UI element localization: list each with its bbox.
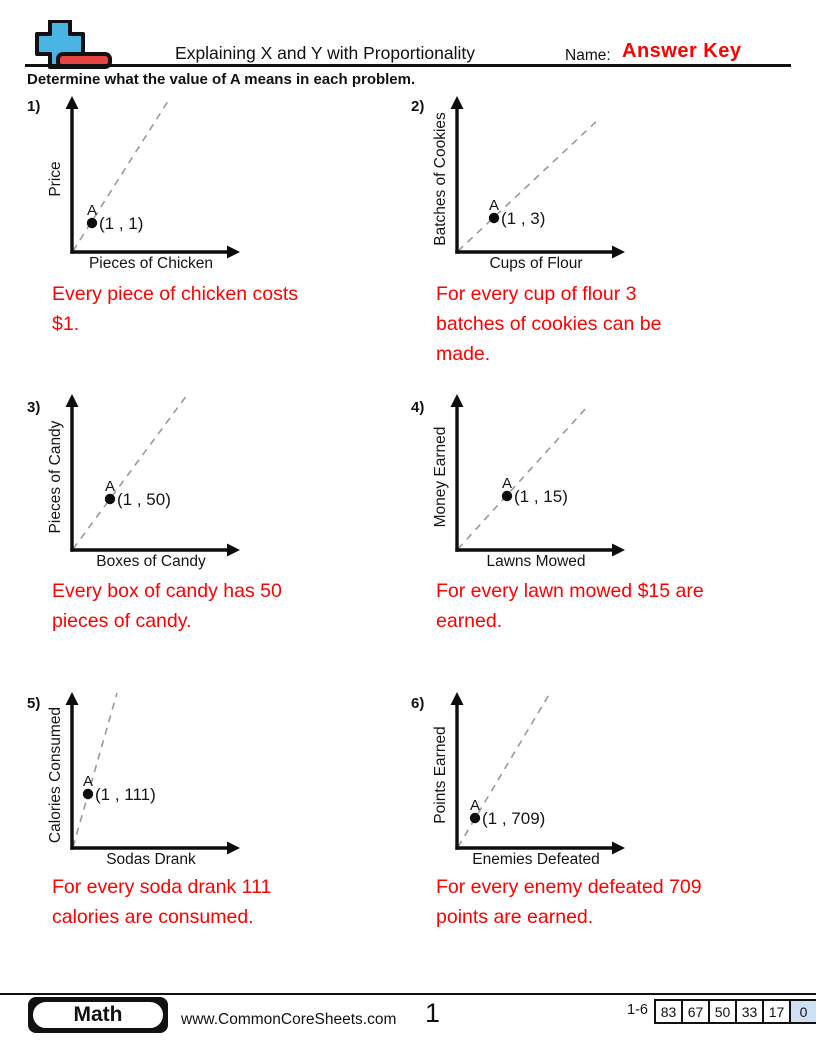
score-cell: 67 xyxy=(681,1001,708,1022)
x-axis-label: Sodas Drank xyxy=(106,851,196,868)
answer-line: For every lawn mowed $15 are xyxy=(436,580,704,602)
score-cell: 33 xyxy=(735,1001,762,1022)
problem-5-number: 5) xyxy=(27,695,41,712)
problem-2-answer: For every cup of flour 3 batches of cook… xyxy=(436,279,661,369)
x-axis-label: Enemies Defeated xyxy=(472,851,600,868)
commoncoresheets-logo xyxy=(35,20,112,69)
answer-line: batches of cookies can be xyxy=(436,313,662,335)
problem-2-graph: A (1 , 3) Batches of Cookies Cups of Flo… xyxy=(432,96,625,272)
x-axis-arrow-icon xyxy=(612,841,625,855)
score-range-label: 1-6 xyxy=(627,1002,648,1018)
x-axis-arrow-icon xyxy=(612,245,625,259)
website-link[interactable]: www.CommonCoreSheets.com xyxy=(181,1011,397,1028)
point-a-coordinates: (1 , 50) xyxy=(117,490,171,509)
point-a-dot xyxy=(82,788,94,800)
proportional-dashed-line xyxy=(457,117,601,252)
problem-6-answer: For every enemy defeated 709 points are … xyxy=(436,872,702,932)
answer-line: pieces of candy. xyxy=(52,610,192,632)
answer-line: calories are consumed. xyxy=(52,906,254,928)
problem-6-number: 6) xyxy=(411,695,425,712)
y-axis-label: Points Earned xyxy=(432,726,449,823)
point-a-label: A xyxy=(502,475,512,492)
y-axis-arrow-icon xyxy=(65,96,79,109)
x-axis-arrow-icon xyxy=(227,841,240,855)
proportional-dashed-line xyxy=(457,405,589,550)
header-divider xyxy=(25,64,791,67)
score-table: 83 67 50 33 17 0 xyxy=(654,999,816,1024)
problem-3-number: 3) xyxy=(27,399,41,416)
problem-2-number: 2) xyxy=(411,98,425,115)
answer-line: For every enemy defeated 709 xyxy=(436,876,702,898)
problem-4-number: 4) xyxy=(411,399,425,416)
answer-key-text: Answer Key xyxy=(622,40,742,62)
x-axis-arrow-icon xyxy=(227,245,240,259)
answer-line: points are earned. xyxy=(436,906,594,928)
x-axis-label: Pieces of Chicken xyxy=(89,255,213,272)
footer-divider xyxy=(0,993,816,995)
y-axis-label: Batches of Cookies xyxy=(432,112,449,246)
problem-4-answer: For every lawn mowed $15 are earned. xyxy=(436,576,704,636)
point-a-label: A xyxy=(470,797,480,814)
answer-line: For every cup of flour 3 xyxy=(436,283,637,305)
y-axis-label: Price xyxy=(47,161,64,196)
point-a-dot xyxy=(104,493,116,505)
point-a-coordinates: (1 , 3) xyxy=(501,209,545,228)
y-axis-label: Pieces of Candy xyxy=(47,420,64,533)
y-axis-arrow-icon xyxy=(65,394,79,407)
x-axis-arrow-icon xyxy=(612,543,625,557)
point-a-coordinates: (1 , 15) xyxy=(514,487,568,506)
name-label: Name: xyxy=(565,47,611,64)
page-title: Explaining X and Y with Proportionality xyxy=(175,43,475,63)
y-axis-label: Money Earned xyxy=(432,427,449,528)
point-a-coordinates: (1 , 709) xyxy=(482,809,545,828)
instruction-text: Determine what the value of A means in e… xyxy=(27,71,416,88)
problem-4-graph: A (1 , 15) Money Earned Lawns Mowed xyxy=(432,394,625,570)
answer-line: earned. xyxy=(436,610,503,632)
problem-3-answer: Every box of candy has 50 pieces of cand… xyxy=(52,576,282,636)
point-a-label: A xyxy=(83,773,93,790)
y-axis-arrow-icon xyxy=(65,692,79,705)
point-a-label: A xyxy=(105,478,115,495)
problem-6-graph: A (1 , 709) Points Earned Enemies Defeat… xyxy=(432,692,625,868)
point-a-label: A xyxy=(87,202,97,219)
point-a-coordinates: (1 , 111) xyxy=(95,785,156,804)
score-cell: 17 xyxy=(762,1001,789,1022)
point-a-label: A xyxy=(489,197,499,214)
math-subject-badge: Math xyxy=(28,997,168,1033)
answer-line: Every box of candy has 50 xyxy=(52,580,282,602)
score-cell: 83 xyxy=(656,1001,681,1022)
score-cell: 50 xyxy=(708,1001,735,1022)
x-axis-label: Cups of Flour xyxy=(489,255,582,272)
x-axis-label: Lawns Mowed xyxy=(486,553,585,570)
point-a-dot xyxy=(86,217,98,229)
point-a-coordinates: (1 , 1) xyxy=(99,214,143,233)
y-axis-arrow-icon xyxy=(450,692,464,705)
point-a-dot xyxy=(488,212,500,224)
minus-icon xyxy=(56,52,112,69)
x-axis-arrow-icon xyxy=(227,543,240,557)
problem-3-graph: A (1 , 50) Pieces of Candy Boxes of Cand… xyxy=(47,394,240,570)
problem-1-graph: A (1 , 1) Price Pieces of Chicken xyxy=(47,96,240,272)
answer-line: For every soda drank 111 xyxy=(52,876,272,898)
point-a-dot xyxy=(501,490,513,502)
proportional-dashed-line xyxy=(72,394,188,550)
y-axis-arrow-icon xyxy=(450,394,464,407)
page-number: 1 xyxy=(425,998,441,1028)
proportional-dashed-line xyxy=(72,692,118,848)
problem-1-number: 1) xyxy=(27,98,41,115)
answer-line: Every piece of chicken costs xyxy=(52,283,299,305)
problem-5-graph: A (1 , 111) Calories Consumed Sodas Dran… xyxy=(47,692,240,868)
problem-5-answer: For every soda drank 111 calories are co… xyxy=(52,872,271,932)
y-axis-arrow-icon xyxy=(450,96,464,109)
point-a-dot xyxy=(469,812,481,824)
math-subject-label: Math xyxy=(31,1000,165,1030)
x-axis-label: Boxes of Candy xyxy=(96,553,206,570)
problem-1-answer: Every piece of chicken costs $1. xyxy=(52,279,298,339)
score-cell-highlighted: 0 xyxy=(789,1001,816,1022)
answer-line: $1. xyxy=(52,313,80,335)
y-axis-label: Calories Consumed xyxy=(47,707,64,843)
answer-line: made. xyxy=(436,343,491,365)
